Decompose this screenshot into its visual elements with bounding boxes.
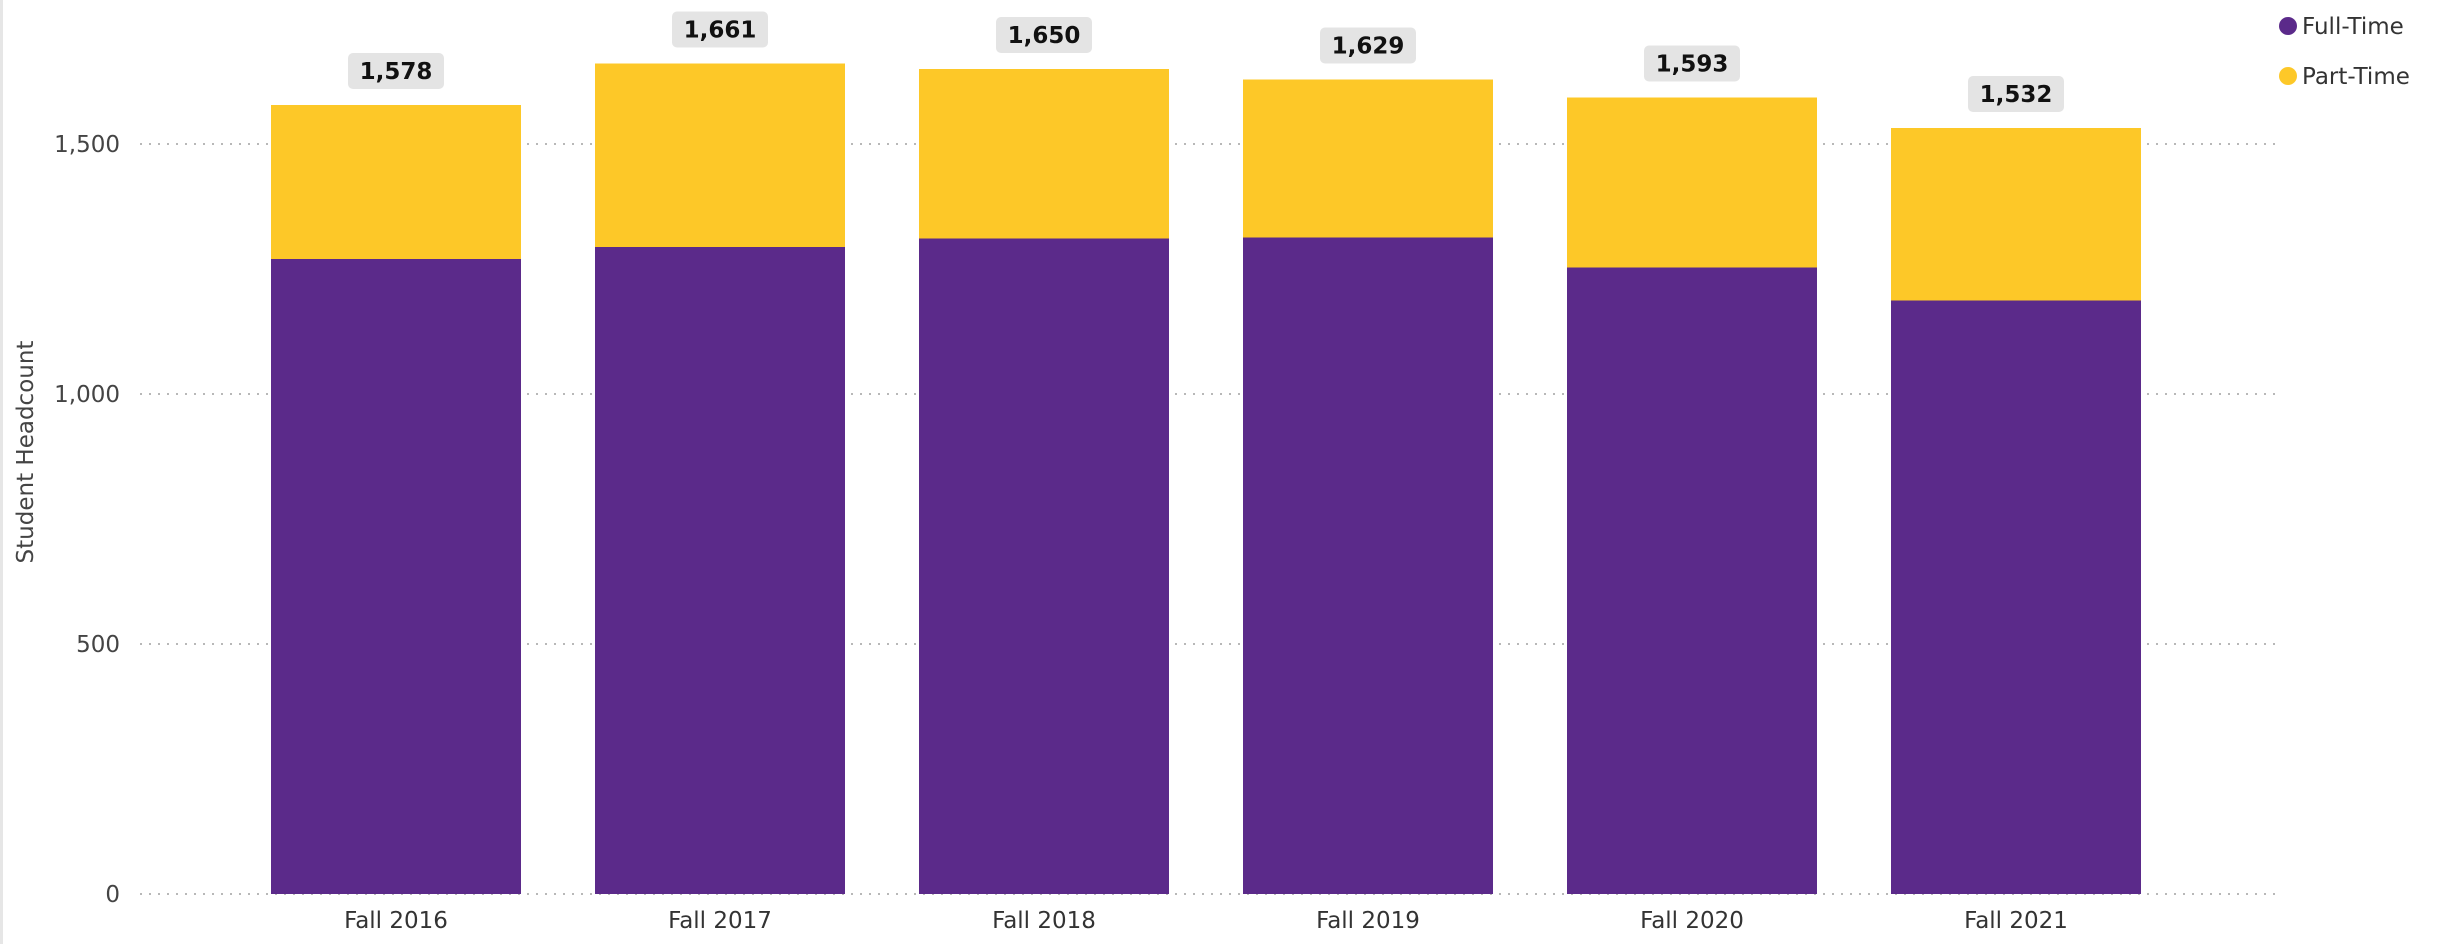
legend-label: Full-Time — [2302, 14, 2404, 40]
total-label-text: 1,650 — [1008, 23, 1081, 49]
bar-full-time-4[interactable] — [1567, 267, 1817, 895]
total-label-background — [1968, 76, 2064, 112]
x-tick-label: Fall 2019 — [1316, 908, 1420, 934]
y-tick-label: 0 — [105, 882, 120, 908]
legend-marker — [2279, 67, 2297, 85]
legend-item-part-time[interactable]: Part-Time — [2279, 64, 2410, 90]
bar-part-time-1[interactable] — [595, 63, 845, 248]
total-label-text: 1,532 — [1980, 82, 2053, 108]
y-tick-label: 1,500 — [54, 132, 120, 158]
total-label: 1,593 — [1644, 45, 1740, 82]
bar-full-time-0[interactable] — [271, 259, 521, 894]
x-tick-label: Fall 2017 — [668, 908, 772, 934]
total-label-background — [672, 11, 768, 48]
total-label-background — [1320, 27, 1416, 64]
bar-part-time-0[interactable] — [271, 105, 521, 259]
bar-full-time-5[interactable] — [1891, 300, 2141, 895]
total-label: 1,661 — [672, 11, 768, 48]
x-tick-label: Fall 2021 — [1964, 908, 2068, 934]
x-tick-label: Fall 2020 — [1640, 908, 1744, 934]
total-label-background — [1644, 45, 1740, 82]
x-tick-label: Fall 2016 — [344, 908, 448, 934]
total-label-text: 1,661 — [684, 18, 757, 44]
x-tick-label: Fall 2018 — [992, 908, 1096, 934]
bar-full-time-1[interactable] — [595, 247, 845, 894]
bars — [271, 63, 2141, 895]
bar-full-time-2[interactable] — [919, 238, 1169, 895]
total-label-text: 1,593 — [1656, 52, 1729, 78]
legend-label: Part-Time — [2302, 64, 2410, 90]
total-label-text: 1,578 — [360, 59, 433, 85]
y-tick-label: 1,000 — [54, 382, 120, 408]
total-label-background — [348, 53, 444, 89]
legend: Full-Time Part-Time — [2279, 14, 2410, 90]
bar-part-time-4[interactable] — [1567, 97, 1817, 268]
y-axis-label: Student Headcount — [13, 341, 39, 564]
total-labels: 1,578 1,661 1,650 1,629 1,593 1,532 — [348, 11, 2064, 112]
legend-item-full-time[interactable]: Full-Time — [2279, 14, 2404, 40]
bar-part-time-3[interactable] — [1243, 79, 1493, 238]
total-label: 1,650 — [996, 17, 1092, 53]
y-tick-label: 500 — [76, 632, 120, 658]
total-label-text: 1,629 — [1332, 34, 1405, 60]
total-label: 1,629 — [1320, 27, 1416, 64]
total-label-background — [996, 17, 1092, 53]
bar-full-time-3[interactable] — [1243, 237, 1493, 895]
y-axis-ticks: 0 500 1,000 1,500 — [54, 132, 120, 908]
bar-part-time-2[interactable] — [919, 69, 1169, 239]
panel-edge — [0, 0, 3, 944]
total-label: 1,532 — [1968, 76, 2064, 112]
total-label: 1,578 — [348, 53, 444, 89]
x-axis-ticks: Fall 2016 Fall 2017 Fall 2018 Fall 2019 Fall… — [344, 908, 2068, 934]
legend-marker — [2279, 17, 2297, 35]
bar-part-time-5[interactable] — [1891, 128, 2141, 301]
